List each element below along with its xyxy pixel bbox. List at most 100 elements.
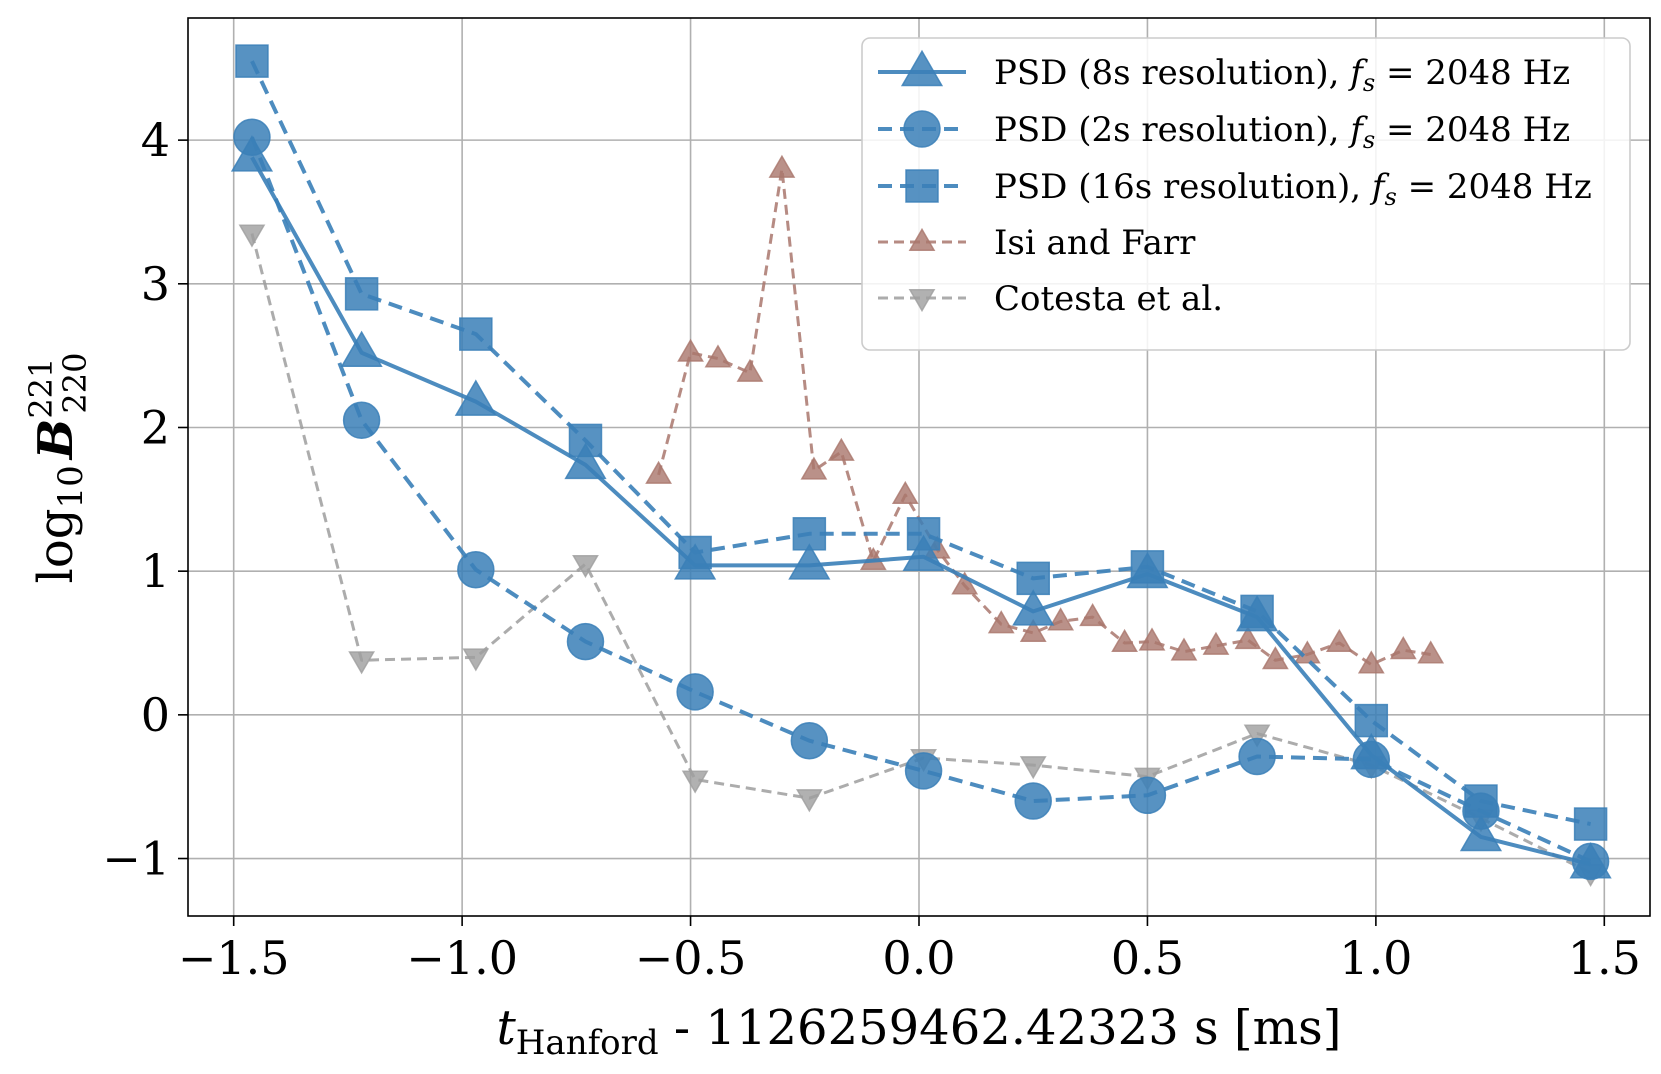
grid xyxy=(188,18,1650,916)
y-axis-label-sub: 220 xyxy=(56,353,94,414)
data-point xyxy=(1389,636,1417,660)
data-point xyxy=(344,277,379,311)
x-tick-label: 0.5 xyxy=(1111,931,1184,985)
x-tick-label: −1.0 xyxy=(406,931,518,985)
legend-entry-2: PSD (16s resolution), fs = 2048 Hz xyxy=(878,167,1592,211)
legend-label: PSD (2s resolution), fs = 2048 Hz xyxy=(994,110,1570,154)
y-tick-label: −1 xyxy=(102,832,170,886)
data-point xyxy=(238,224,266,248)
data-point xyxy=(1170,637,1198,661)
data-point xyxy=(904,752,943,790)
data-point xyxy=(564,442,607,480)
data-point xyxy=(1128,776,1167,815)
y-tick-label: 2 xyxy=(141,400,170,454)
legend-entry-0: PSD (8s resolution), fs = 2048 Hz xyxy=(878,49,1570,97)
data-point xyxy=(645,460,672,484)
legend-label: Cotesta et al. xyxy=(994,279,1223,319)
data-point xyxy=(1111,628,1138,653)
data-point xyxy=(788,543,831,580)
series-3 xyxy=(645,154,1445,674)
legend-label: Isi and Farr xyxy=(994,223,1196,263)
data-point xyxy=(1238,737,1276,776)
data-point xyxy=(987,610,1015,634)
data-point xyxy=(454,379,497,416)
legend-box xyxy=(861,37,1631,351)
legend-marker xyxy=(908,227,936,251)
data-point xyxy=(1234,625,1262,650)
legend-entry-3: Isi and Farr xyxy=(878,223,1196,263)
y-axis-label-log: log xyxy=(28,509,84,584)
data-point xyxy=(457,550,495,589)
x-tick-label: −1.5 xyxy=(178,931,290,985)
data-point xyxy=(676,673,714,711)
data-point xyxy=(1016,561,1050,596)
y-tick-label: 1 xyxy=(141,544,170,598)
y-tick-label: 0 xyxy=(141,688,170,742)
legend-entry-1: PSD (2s resolution), fs = 2048 Hz xyxy=(878,110,1570,154)
data-point xyxy=(459,317,493,351)
data-point xyxy=(1079,602,1107,627)
data-point xyxy=(1014,782,1052,820)
data-point xyxy=(674,543,717,580)
data-point xyxy=(790,721,829,760)
legend-entry-4: Cotesta et al. xyxy=(878,279,1223,319)
data-point xyxy=(1019,756,1047,780)
data-point xyxy=(902,534,945,572)
legend-marker xyxy=(900,49,944,87)
data-point xyxy=(704,344,732,368)
data-point xyxy=(1569,842,1612,879)
data-point xyxy=(1417,640,1445,664)
data-point xyxy=(348,651,376,675)
data-point xyxy=(681,770,709,794)
x-tick-label: 0.0 xyxy=(882,931,955,985)
data-point xyxy=(800,456,828,480)
data-point xyxy=(230,135,274,172)
data-point xyxy=(1357,650,1385,674)
data-point xyxy=(1012,589,1055,626)
data-point xyxy=(566,622,605,661)
y-axis-label-symbol: B xyxy=(28,419,84,462)
data-point xyxy=(1243,724,1271,748)
data-point xyxy=(891,480,919,505)
x-axis-label: tHanford - 1126259462.42323 s [ms] xyxy=(496,1000,1341,1063)
x-tick-label: 1.5 xyxy=(1568,931,1641,985)
x-tick-label: −0.5 xyxy=(635,931,747,985)
data-point xyxy=(1138,627,1166,651)
data-point xyxy=(572,554,599,579)
data-point xyxy=(235,44,269,78)
data-point xyxy=(1350,732,1393,770)
data-point xyxy=(1459,814,1503,852)
ticks: −1.5 −1.0 −0.5 0.0 0.5 1.0 1.5 −1 0 1 2 3 4 xyxy=(102,113,1641,985)
x-tick-label: 1.0 xyxy=(1339,931,1412,985)
y-tick-label: 4 xyxy=(141,113,170,167)
data-point xyxy=(1019,618,1047,642)
y-axis-label-sup: 221 xyxy=(22,358,60,419)
x-axis-label-rest: - 1126259462.42323 s [ms] xyxy=(659,1000,1342,1056)
legend-marker xyxy=(905,169,939,203)
data-point xyxy=(768,154,796,178)
series-0 xyxy=(230,135,1612,879)
data-point xyxy=(1325,628,1353,653)
legend-label: PSD (16s resolution), fs = 2048 Hz xyxy=(994,167,1592,211)
data-point xyxy=(1235,594,1279,632)
series-line xyxy=(657,167,1431,667)
data-point xyxy=(462,648,490,672)
data-point xyxy=(795,789,823,813)
y-axis-label: log10B221220 xyxy=(22,353,94,584)
data-point xyxy=(1202,631,1230,655)
data-point xyxy=(677,338,704,362)
legend-label: PSD (8s resolution), fs = 2048 Hz xyxy=(994,53,1570,97)
x-axis-label-sub: Hanford xyxy=(516,1023,659,1063)
data-point xyxy=(340,330,383,368)
data-point xyxy=(1261,646,1289,670)
data-point xyxy=(1573,807,1608,841)
data-point xyxy=(827,437,855,461)
data-point xyxy=(1126,551,1169,589)
y-tick-label: 3 xyxy=(141,257,170,311)
data-point xyxy=(951,571,979,595)
data-point xyxy=(736,358,764,382)
legend-marker xyxy=(908,289,936,313)
x-axis-label-var: t xyxy=(496,1000,516,1056)
series-layer xyxy=(230,44,1612,888)
